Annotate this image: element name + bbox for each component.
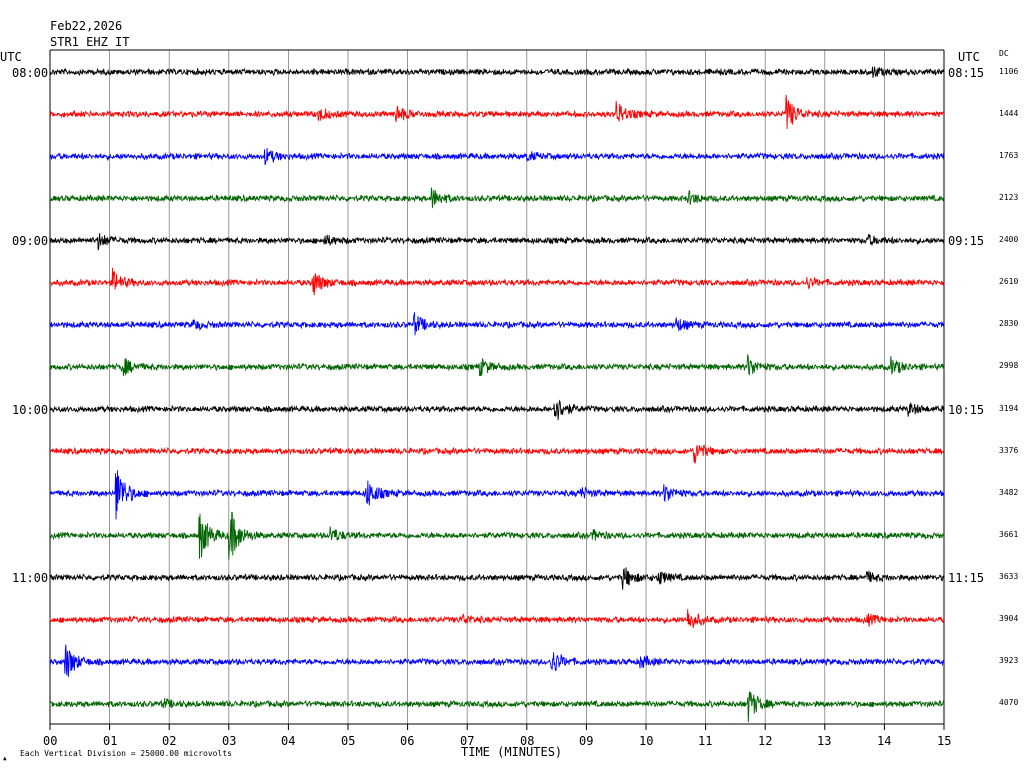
dc-value: 1106 <box>999 67 1019 76</box>
left-time-label: 09:00 <box>12 234 49 248</box>
x-tick-label: 05 <box>341 734 356 748</box>
x-tick-label: 11 <box>698 734 713 748</box>
seismic-trace-3 <box>49 147 945 165</box>
x-tick-label: 04 <box>281 734 296 748</box>
seismic-trace-10 <box>49 444 945 464</box>
seismic-trace-12 <box>49 511 945 560</box>
dc-value: 2998 <box>999 361 1019 370</box>
x-tick-label: 02 <box>162 734 177 748</box>
seismic-trace-6 <box>49 267 945 296</box>
dc-value: 2123 <box>999 193 1019 202</box>
seismic-trace-11 <box>49 470 945 520</box>
left-time-label: 10:00 <box>12 403 49 417</box>
right-time-label: 11:15 <box>948 571 985 585</box>
seismic-trace-14 <box>49 608 945 628</box>
dc-value: 2400 <box>999 235 1019 244</box>
seismic-trace-1 <box>49 66 945 78</box>
dc-value: 2610 <box>999 277 1019 286</box>
seismic-trace-13 <box>49 567 945 590</box>
dc-value: 4070 <box>999 698 1019 707</box>
seismic-trace-8 <box>49 354 945 377</box>
seismic-trace-16 <box>49 691 945 723</box>
station-id: STR1 EHZ IT <box>50 35 130 49</box>
seismic-trace-15 <box>49 644 945 677</box>
dc-value: 3633 <box>999 572 1019 581</box>
seismic-trace-4 <box>49 187 945 209</box>
dc-value: 1444 <box>999 109 1019 118</box>
right-time-label: 08:15 <box>948 66 985 80</box>
seismic-trace-9 <box>49 399 945 421</box>
left-time-label: 11:00 <box>12 571 49 585</box>
x-tick-label: 14 <box>877 734 892 748</box>
dc-value: 3482 <box>999 488 1019 497</box>
x-tick-label: 10 <box>639 734 654 748</box>
x-tick-label: 07 <box>460 734 475 748</box>
utc-label-right: UTC <box>958 50 980 64</box>
x-tick-label: 00 <box>43 734 58 748</box>
dc-value: 2830 <box>999 319 1019 328</box>
dc-value: 1763 <box>999 151 1019 160</box>
utc-label-left: UTC <box>0 50 22 64</box>
seismic-trace-2 <box>49 94 945 130</box>
dc-value: 3661 <box>999 530 1019 539</box>
x-tick-label: 03 <box>222 734 237 748</box>
x-axis-title: TIME (MINUTES) <box>461 745 563 759</box>
right-time-label: 09:15 <box>948 234 985 248</box>
chart-date: Feb22,2026 <box>50 19 123 33</box>
x-tick-label: 01 <box>103 734 118 748</box>
dc-value: 3923 <box>999 656 1019 665</box>
x-tick-label: 13 <box>817 734 832 748</box>
x-tick-label: 08 <box>520 734 535 748</box>
left-time-label: 08:00 <box>12 66 49 80</box>
logo-mark-icon: ▲ <box>3 755 7 762</box>
x-tick-label: 15 <box>937 734 952 748</box>
right-time-label: 10:15 <box>948 403 985 417</box>
dc-value: 3194 <box>999 404 1019 413</box>
seismic-trace-5 <box>49 233 945 251</box>
dc-value: 3376 <box>999 446 1019 455</box>
seismic-trace-7 <box>49 312 945 336</box>
scale-note: Each Vertical Division = 25000.00 microv… <box>20 749 232 758</box>
x-tick-label: 12 <box>758 734 773 748</box>
x-tick-label: 09 <box>579 734 594 748</box>
x-tick-label: 06 <box>400 734 415 748</box>
dc-value: 3904 <box>999 614 1019 623</box>
dc-label: DC <box>999 49 1009 58</box>
